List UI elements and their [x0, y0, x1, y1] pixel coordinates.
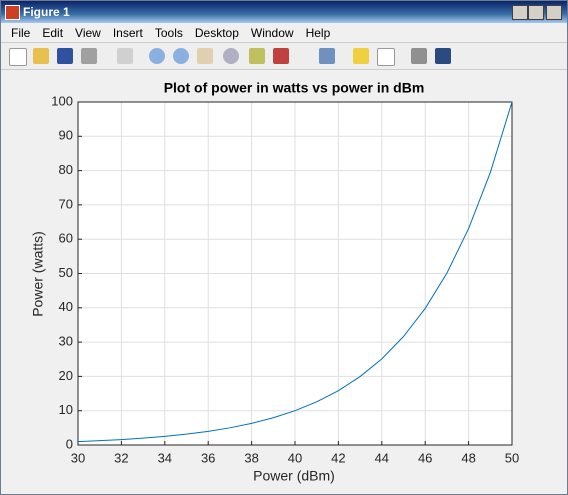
- brush-button[interactable]: [273, 48, 289, 64]
- y-tick-label: 0: [66, 436, 73, 451]
- window-title: Figure 1: [23, 5, 70, 19]
- minimize-button[interactable]: [512, 5, 528, 20]
- maximize-button[interactable]: [528, 5, 544, 20]
- zoom-out-button[interactable]: [173, 48, 189, 64]
- zoom-in-button[interactable]: [149, 48, 165, 64]
- x-tick-label: 46: [418, 450, 432, 465]
- colorbar-button[interactable]: [353, 48, 369, 64]
- x-tick-label: 40: [288, 450, 302, 465]
- x-tick-label: 34: [158, 450, 172, 465]
- x-tick-label: 38: [244, 450, 258, 465]
- x-tick-label: 50: [505, 450, 519, 465]
- axes-box: [77, 101, 513, 446]
- select-button[interactable]: [117, 48, 133, 64]
- x-axis-label: Power (dBm): [253, 468, 335, 484]
- y-tick-label: 90: [59, 128, 73, 143]
- datacursor-button[interactable]: [249, 48, 265, 64]
- menu-item[interactable]: Help: [305, 25, 331, 40]
- open-button[interactable]: [33, 48, 49, 64]
- menu-item[interactable]: File: [11, 25, 31, 40]
- link-button[interactable]: [319, 48, 335, 64]
- y-axis-label: Power (watts): [30, 231, 46, 317]
- pan-button[interactable]: [197, 48, 213, 64]
- title-bar: Figure 1: [1, 1, 567, 23]
- x-tick-label: 42: [331, 450, 345, 465]
- rotate-button[interactable]: [223, 48, 239, 64]
- dock-button[interactable]: [435, 48, 451, 64]
- x-tick-label: 44: [375, 450, 389, 465]
- y-tick-label: 60: [59, 231, 73, 246]
- menu-item[interactable]: Desktop: [194, 25, 239, 40]
- chart-title: Plot of power in watts vs power in dBm: [164, 80, 425, 96]
- y-tick-label: 70: [59, 196, 73, 211]
- x-tick-label: 36: [201, 450, 215, 465]
- close-button[interactable]: [546, 5, 562, 20]
- menu-item[interactable]: Edit: [42, 25, 64, 40]
- menu-item[interactable]: Tools: [154, 25, 183, 40]
- chart: Plot of power in watts vs power in dBm P…: [30, 80, 520, 484]
- y-tick-label: 100: [51, 93, 73, 108]
- menu-item[interactable]: Window: [250, 25, 294, 40]
- x-tick-label: 30: [71, 450, 85, 465]
- y-tick-label: 10: [59, 402, 73, 417]
- y-tick-label: 50: [59, 265, 73, 280]
- hide-tools-button[interactable]: [411, 48, 427, 64]
- menu-bar: File Edit View Insert Tools Desktop Wind…: [1, 23, 567, 42]
- toolbar: [1, 42, 567, 70]
- menu-item[interactable]: Insert: [112, 25, 143, 40]
- line: [77, 101, 513, 443]
- menu-item[interactable]: View: [75, 25, 101, 40]
- save-button[interactable]: [57, 48, 73, 64]
- legend-button[interactable]: [377, 48, 395, 66]
- x-tick-label: 32: [114, 450, 128, 465]
- new-button[interactable]: [9, 48, 27, 66]
- y-tick-label: 80: [59, 162, 73, 177]
- window-icon: [5, 5, 20, 20]
- print-button[interactable]: [81, 48, 97, 64]
- y-tick-label: 30: [59, 334, 73, 349]
- y-tick-label: 20: [59, 368, 73, 383]
- y-tick-label: 40: [59, 299, 73, 314]
- x-tick-label: 48: [461, 450, 475, 465]
